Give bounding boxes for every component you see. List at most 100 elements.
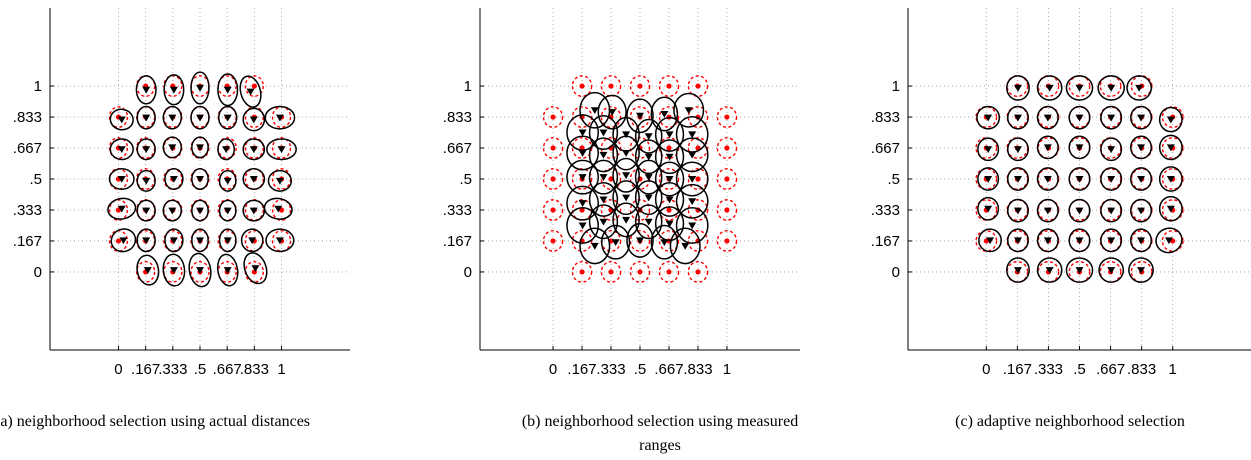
estimate-uncertainty-ellipse (1036, 167, 1059, 191)
estimate-uncertainty-ellipse (654, 139, 685, 175)
y-tick-label: .667 (871, 140, 900, 157)
estimate-uncertainty-ellipse (634, 118, 663, 154)
true-position-range-circle (658, 75, 680, 97)
estimate-uncertainty-ellipse (588, 137, 619, 173)
estimate-triangle-marker (665, 196, 674, 204)
true-position-range-circle (975, 137, 998, 159)
true-position-range-circle (600, 75, 622, 97)
estimate-uncertainty-ellipse (1068, 228, 1091, 253)
estimate-uncertainty-ellipse (1036, 135, 1059, 160)
estimate-uncertainty-ellipse (1130, 198, 1153, 223)
estimate-triangle-marker (622, 172, 631, 180)
estimate-triangle-marker (665, 220, 674, 228)
true-position-range-circle (108, 106, 129, 128)
estimate-uncertainty-ellipse (978, 228, 1002, 253)
true-position-dot (579, 145, 585, 151)
estimate-uncertainty-ellipse (1006, 198, 1029, 223)
estimate-triangle-marker (1166, 176, 1175, 183)
estimate-uncertainty-ellipse (240, 228, 264, 253)
estimate-triangle-marker (142, 207, 151, 215)
estimate-uncertainty-ellipse (136, 105, 156, 130)
y-tick-label: 0 (892, 264, 900, 281)
estimate-uncertainty-ellipse (1068, 135, 1091, 160)
estimate-uncertainty-ellipse (188, 252, 212, 288)
true-position-range-circle (687, 261, 709, 283)
x-tick-label: .833 (240, 361, 269, 378)
estimate-triangle-marker (644, 153, 653, 161)
estimate-uncertainty-ellipse (1006, 75, 1030, 101)
estimate-uncertainty-ellipse (626, 222, 654, 258)
estimate-uncertainty-ellipse (1097, 75, 1125, 101)
estimate-triangle-marker (665, 131, 674, 139)
estimate-triangle-marker (599, 129, 608, 137)
estimate-uncertainty-ellipse (217, 138, 235, 161)
true-position-dot (251, 83, 257, 89)
true-position-range-circle (571, 106, 593, 128)
estimate-uncertainty-ellipse (1036, 198, 1059, 223)
true-position-range-circle (658, 106, 680, 128)
estimate-uncertainty-ellipse (218, 105, 238, 130)
estimate-uncertainty-ellipse (588, 181, 619, 217)
estimate-uncertainty-ellipse (977, 137, 1000, 162)
true-position-range-circle (687, 199, 709, 221)
estimate-triangle-marker (1013, 267, 1022, 274)
estimate-triangle-marker (684, 107, 693, 115)
true-position-range-circle (542, 230, 564, 252)
estimate-triangle-marker (249, 207, 258, 215)
estimate-triangle-marker (1075, 267, 1084, 274)
estimate-triangle-marker (168, 114, 177, 122)
estimate-triangle-marker (986, 237, 995, 245)
estimate-uncertainty-ellipse (1130, 105, 1153, 130)
estimate-uncertainty-ellipse (136, 254, 160, 286)
estimate-uncertainty-ellipse (1158, 134, 1183, 161)
estimate-uncertainty-ellipse (612, 135, 640, 171)
estimate-uncertainty-ellipse (1068, 198, 1091, 223)
estimate-triangle-marker (142, 86, 151, 94)
estimate-uncertainty-ellipse (634, 180, 663, 216)
estimate-triangle-marker (622, 216, 631, 224)
estimate-triangle-marker (196, 84, 204, 92)
true-position-range-circle (571, 168, 593, 190)
true-position-range-circle (542, 168, 564, 190)
estimate-uncertainty-ellipse (654, 116, 685, 152)
true-position-range-circle (571, 75, 593, 97)
estimate-uncertainty-ellipse (673, 92, 705, 128)
true-position-dot (608, 176, 614, 182)
estimate-uncertainty-ellipse (162, 105, 182, 130)
estimate-triangle-marker (644, 174, 653, 181)
estimate-uncertainty-ellipse (566, 135, 600, 171)
estimate-triangle-marker (223, 237, 232, 245)
true-position-range-circle (687, 106, 709, 128)
true-position-dot (115, 238, 122, 244)
x-tick-label: .167 (1003, 361, 1032, 378)
estimate-uncertainty-ellipse (579, 227, 611, 265)
estimate-uncertainty-ellipse (1100, 198, 1123, 223)
y-tick-label: .333 (871, 202, 900, 219)
x-tick-label: .5 (1073, 361, 1086, 378)
estimate-triangle-marker (275, 114, 284, 122)
estimate-triangle-marker (984, 205, 993, 213)
estimate-triangle-marker (1043, 144, 1052, 152)
estimate-uncertainty-ellipse (1006, 105, 1029, 130)
estimate-triangle-marker (1107, 176, 1116, 183)
true-position-range-circle (1068, 75, 1091, 97)
estimate-uncertainty-ellipse (190, 71, 210, 105)
true-position-range-circle (716, 106, 738, 128)
estimate-triangle-marker (688, 131, 697, 139)
estimate-triangle-marker (622, 194, 631, 202)
estimate-uncertainty-ellipse (239, 75, 262, 108)
estimate-uncertainty-ellipse (1126, 75, 1153, 101)
estimate-uncertainty-ellipse (1036, 228, 1059, 253)
caption-b: (b) neighborhood selection using measure… (505, 410, 815, 458)
true-position-range-circle (542, 199, 564, 221)
estimate-triangle-marker (1137, 176, 1146, 183)
estimate-triangle-marker (578, 149, 587, 157)
true-position-range-circle (975, 230, 998, 252)
true-position-range-circle (687, 137, 709, 159)
true-position-dot (637, 83, 643, 89)
true-position-range-circle (975, 199, 998, 221)
estimate-triangle-marker (168, 207, 177, 215)
estimate-triangle-marker (1013, 114, 1022, 122)
